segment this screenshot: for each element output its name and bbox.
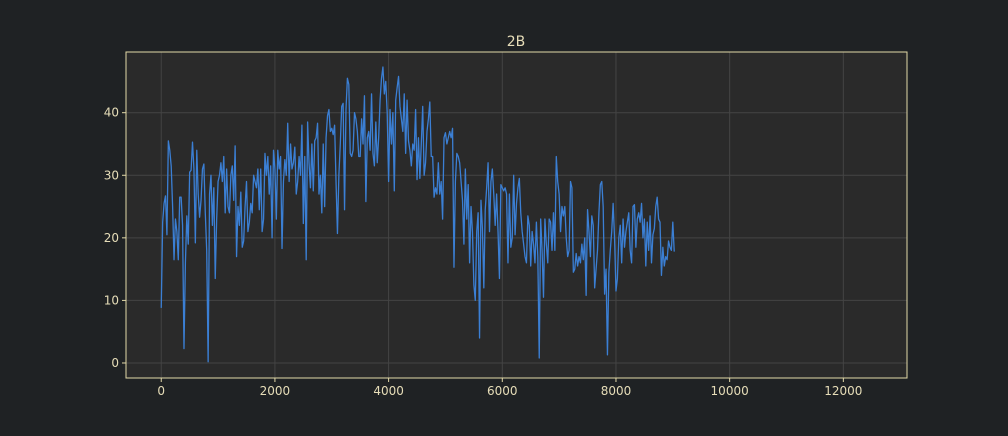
x-tick-label: 0	[157, 384, 165, 398]
chart-title: 2B	[507, 34, 526, 50]
y-axis: 0 10 20 30 40	[104, 106, 126, 370]
x-tick-label: 8000	[601, 384, 632, 398]
y-tick-label: 0	[111, 356, 119, 370]
y-tick-label: 30	[104, 168, 119, 182]
x-tick-label: 10000	[711, 384, 749, 398]
x-tick-label: 12000	[824, 384, 862, 398]
x-tick-label: 2000	[260, 384, 291, 398]
series-layer	[160, 66, 675, 363]
series-line	[160, 66, 675, 363]
y-tick-label: 10	[104, 293, 119, 307]
plot-frame	[125, 51, 908, 379]
y-tick-label: 40	[104, 106, 119, 120]
x-tick-label: 6000	[487, 384, 518, 398]
x-tick-label: 4000	[373, 384, 404, 398]
y-tick-label: 20	[104, 231, 119, 245]
x-axis: 0 2000 4000 6000 8000 10000 12000	[157, 378, 862, 398]
grid	[126, 52, 907, 378]
